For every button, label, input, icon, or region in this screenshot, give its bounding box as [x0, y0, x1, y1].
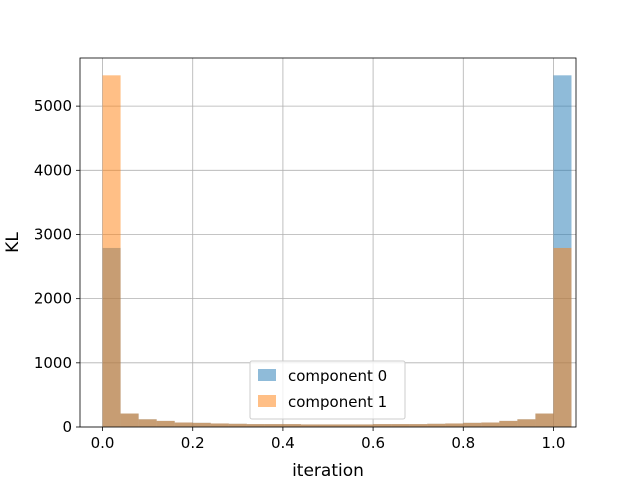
- x-tick-label: 0.2: [181, 434, 205, 452]
- legend-label-component-1: component 1: [288, 393, 387, 411]
- legend-swatch-component-0: [258, 369, 276, 381]
- bar-component-1: [120, 413, 139, 427]
- y-tick-label: 3000: [34, 225, 72, 243]
- bar-component-1: [553, 247, 572, 427]
- bar-component-1: [517, 419, 536, 427]
- bar-component-1: [246, 424, 265, 427]
- y-tick-label: 2000: [34, 290, 72, 308]
- bar-component-1: [409, 424, 428, 427]
- bar-component-1: [427, 423, 446, 427]
- bar-component-1: [138, 419, 157, 427]
- x-tick-label: 0.0: [91, 434, 115, 452]
- bar-component-1: [445, 423, 464, 427]
- y-tick-label: 1000: [34, 354, 72, 372]
- legend-label-component-0: component 0: [288, 367, 387, 385]
- bar-component-1: [355, 424, 374, 427]
- bar-component-1: [337, 424, 356, 427]
- x-axis-ticks: 0.0 0.2 0.4 0.6 0.8 1.0: [91, 427, 566, 452]
- bar-component-1: [156, 420, 175, 427]
- bar-component-1: [174, 422, 193, 427]
- bar-component-1: [102, 75, 121, 427]
- bar-component-1: [264, 424, 283, 427]
- bar-component-1: [481, 422, 500, 427]
- grid-lines: [80, 58, 576, 428]
- legend-swatch-component-1: [258, 395, 276, 407]
- x-tick-label: 0.4: [271, 434, 295, 452]
- legend: component 0 component 1: [249, 360, 406, 420]
- y-tick-label: 0: [62, 418, 72, 436]
- x-tick-label: 0.6: [361, 434, 385, 452]
- bar-component-1: [228, 423, 247, 427]
- x-axis-label: iteration: [292, 461, 364, 480]
- bar-component-1: [300, 424, 319, 427]
- bar-component-1: [318, 424, 338, 427]
- x-tick-label: 1.0: [542, 434, 566, 452]
- y-axis-ticks: 0 1000 2000 3000 4000 5000: [34, 97, 80, 436]
- plot-frame: [79, 57, 577, 428]
- histogram-bars: [102, 75, 572, 427]
- y-tick-label: 5000: [34, 97, 72, 115]
- bar-component-1: [192, 422, 211, 427]
- bar-component-1: [391, 424, 410, 427]
- y-tick-label: 4000: [34, 161, 72, 179]
- bar-component-1: [282, 424, 301, 427]
- x-tick-label: 0.8: [451, 434, 475, 452]
- y-axis-label: KL: [3, 232, 23, 253]
- bar-component-1: [499, 420, 518, 427]
- bar-component-1: [535, 413, 554, 427]
- bar-component-1: [463, 422, 482, 427]
- legend-box: [249, 360, 406, 420]
- bar-component-1: [373, 424, 392, 427]
- bar-component-1: [210, 423, 229, 427]
